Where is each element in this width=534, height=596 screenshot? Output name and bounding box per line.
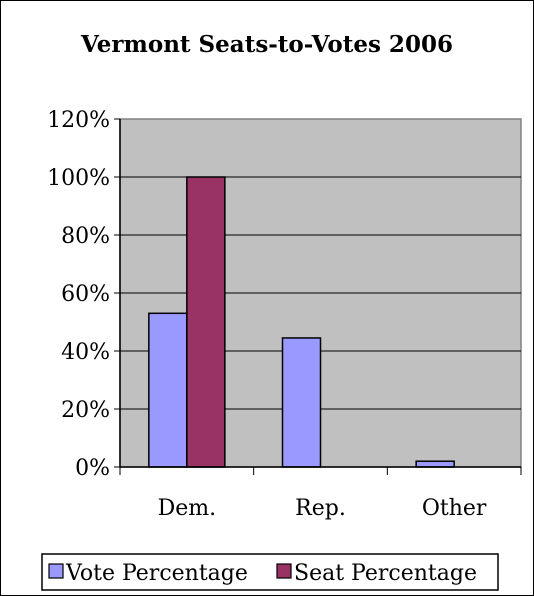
x-axis-ticks: Dem. Rep. Other [119, 467, 522, 521]
legend-label: Vote Percentage [65, 561, 248, 586]
legend: Vote Percentage Seat Percentage [41, 553, 499, 591]
y-tick-label: 60% [61, 282, 110, 307]
y-tick-label: 100% [47, 166, 110, 191]
y-tick-label: 20% [61, 398, 110, 423]
bar-seat-percentage-0 [186, 176, 226, 468]
y-tick-label: 80% [61, 224, 110, 249]
x-tick-label: Dem. [158, 496, 217, 521]
legend-swatch [48, 563, 64, 579]
bar-vote-percentage-0 [148, 312, 188, 468]
y-axis-ticks: 0% 20% 40% 60% 80% 100% 120% [47, 108, 120, 481]
legend-swatch [276, 563, 292, 579]
chart-title: Vermont Seats-to-Votes 2006 [80, 31, 453, 58]
bar-vote-percentage-2 [415, 460, 455, 468]
y-tick-label: 120% [47, 108, 110, 133]
legend-box [41, 553, 499, 591]
x-tick-label: Rep. [295, 496, 346, 521]
y-tick-label: 0% [75, 456, 110, 481]
bar-vote-percentage-1 [281, 337, 322, 468]
y-tick-label: 40% [61, 340, 110, 365]
bars [148, 176, 455, 468]
x-tick-label: Other [422, 496, 487, 521]
legend-label: Seat Percentage [294, 561, 477, 586]
